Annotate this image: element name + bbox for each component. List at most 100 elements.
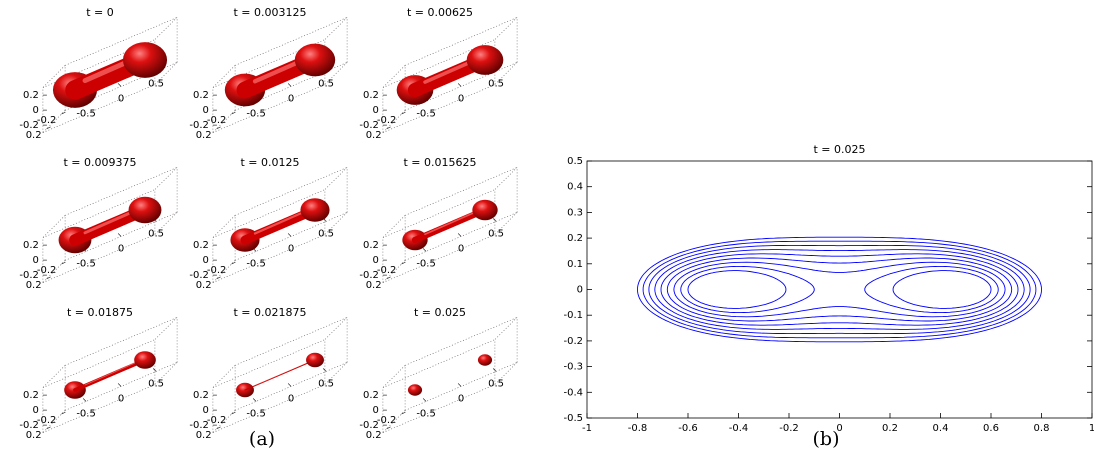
box-edge	[42, 110, 66, 133]
x-tick	[287, 83, 292, 87]
box-edge	[212, 384, 326, 433]
x-tick-label: 0.5	[148, 378, 164, 389]
y-tick-label: -0.2	[207, 415, 227, 426]
z-tick-label: -0.2	[19, 120, 39, 131]
y-tick-label: -0.5	[563, 413, 583, 424]
box-edge	[234, 317, 348, 366]
y-tick	[401, 261, 406, 265]
x-tick-label: -0.5	[246, 108, 266, 119]
subplot-title: t = 0.021875	[233, 306, 306, 319]
z-tick-label: 0.2	[193, 390, 209, 401]
caption-b: (b)	[813, 428, 840, 450]
x-tick-label: -0.8	[628, 423, 648, 434]
x-tick-label: 0	[118, 93, 124, 104]
box-edge	[64, 62, 178, 111]
x-tick	[422, 398, 427, 402]
box-edge	[404, 317, 518, 366]
box-edge	[212, 215, 236, 238]
subplot-title: t = 0.01875	[67, 306, 133, 319]
y-tick	[231, 111, 236, 115]
box-edge	[212, 260, 236, 283]
y-tick-label: 0.2	[26, 280, 42, 291]
x-tick	[492, 368, 497, 372]
x-tick-label: -0.6	[678, 423, 698, 434]
surface-lobe	[134, 351, 156, 369]
x-tick-label: 0.5	[148, 228, 164, 239]
surface-highlight	[254, 363, 306, 386]
surface-lobe	[466, 45, 504, 75]
box-edge	[382, 234, 496, 283]
box-edge	[64, 17, 178, 66]
z-tick-label: 0	[373, 405, 379, 416]
surface-lobe	[472, 199, 498, 221]
x-tick-label: 0	[288, 393, 294, 404]
subplot-title: t = 0.0125	[240, 156, 299, 169]
box-edge	[234, 17, 348, 66]
box-edge	[382, 365, 406, 388]
z-tick-label: 0.2	[193, 240, 209, 251]
surface-highlight	[83, 209, 137, 235]
box-edge	[64, 362, 178, 411]
z-tick-label: -0.2	[189, 120, 209, 131]
surface-lobe	[122, 42, 168, 78]
z-tick-label: -0.2	[19, 270, 39, 281]
z-tick-label: 0	[33, 255, 39, 266]
z-tick-label: -0.2	[189, 420, 209, 431]
x-tick	[492, 218, 497, 222]
x-tick-label: 0	[458, 393, 464, 404]
z-tick-label: 0.2	[363, 390, 379, 401]
y-tick-label: 0.2	[366, 430, 382, 441]
x-tick-label: -0.5	[76, 108, 96, 119]
subplot-title: t = 0.025	[414, 306, 466, 319]
box-edge	[494, 62, 518, 85]
x-tick-label: 0	[118, 243, 124, 254]
box-edge	[404, 17, 518, 66]
surface-neck	[411, 206, 489, 244]
surface-lobe	[300, 198, 330, 222]
x-tick	[287, 233, 292, 237]
surface-lobe	[294, 43, 336, 77]
y-tick-label: -0.1	[563, 310, 583, 321]
x-tick-label: -0.2	[779, 423, 799, 434]
box-edge	[42, 215, 66, 238]
box-edge	[494, 167, 518, 190]
box-edge	[154, 17, 178, 40]
contour-line	[660, 253, 1019, 326]
x-tick-label: 0.4	[933, 423, 949, 434]
box-edge	[382, 189, 496, 238]
box-edge	[42, 39, 156, 88]
x-tick-label: 1	[1089, 423, 1094, 434]
x-tick-label: 0	[458, 93, 464, 104]
z-tick-label: 0.2	[363, 90, 379, 101]
y-tick	[231, 261, 236, 265]
box-edge	[382, 39, 496, 88]
y-tick-label: -0.2	[207, 115, 227, 126]
box-edge	[382, 260, 406, 283]
y-tick-label: 0.2	[26, 130, 42, 141]
contour-line	[654, 249, 1025, 330]
box-edge	[324, 317, 348, 340]
x-tick-label: 0.5	[318, 378, 334, 389]
box-edge	[404, 167, 518, 216]
y-tick	[46, 126, 51, 130]
box-edge	[212, 234, 326, 283]
z-tick-label: 0.2	[23, 390, 39, 401]
box-edge	[382, 84, 496, 133]
surface-lobe	[477, 354, 493, 366]
box-edge	[42, 189, 156, 238]
x-tick-label: 0.5	[148, 78, 164, 89]
x-tick-label: -0.5	[246, 258, 266, 269]
x-tick-label: -1	[582, 423, 592, 434]
x-tick	[82, 398, 87, 402]
box-edge	[494, 17, 518, 40]
z-tick-label: -0.2	[359, 420, 379, 431]
y-tick	[386, 126, 391, 130]
box-edge	[382, 339, 496, 388]
y-tick-label: 0	[577, 285, 583, 296]
x-tick-label: 0.6	[983, 423, 999, 434]
z-tick-label: 0.2	[193, 90, 209, 101]
subplot-title: t = 0.003125	[233, 6, 306, 19]
box-edge	[324, 167, 348, 190]
y-tick-label: -0.2	[37, 415, 57, 426]
z-tick-label: 0.2	[363, 240, 379, 251]
